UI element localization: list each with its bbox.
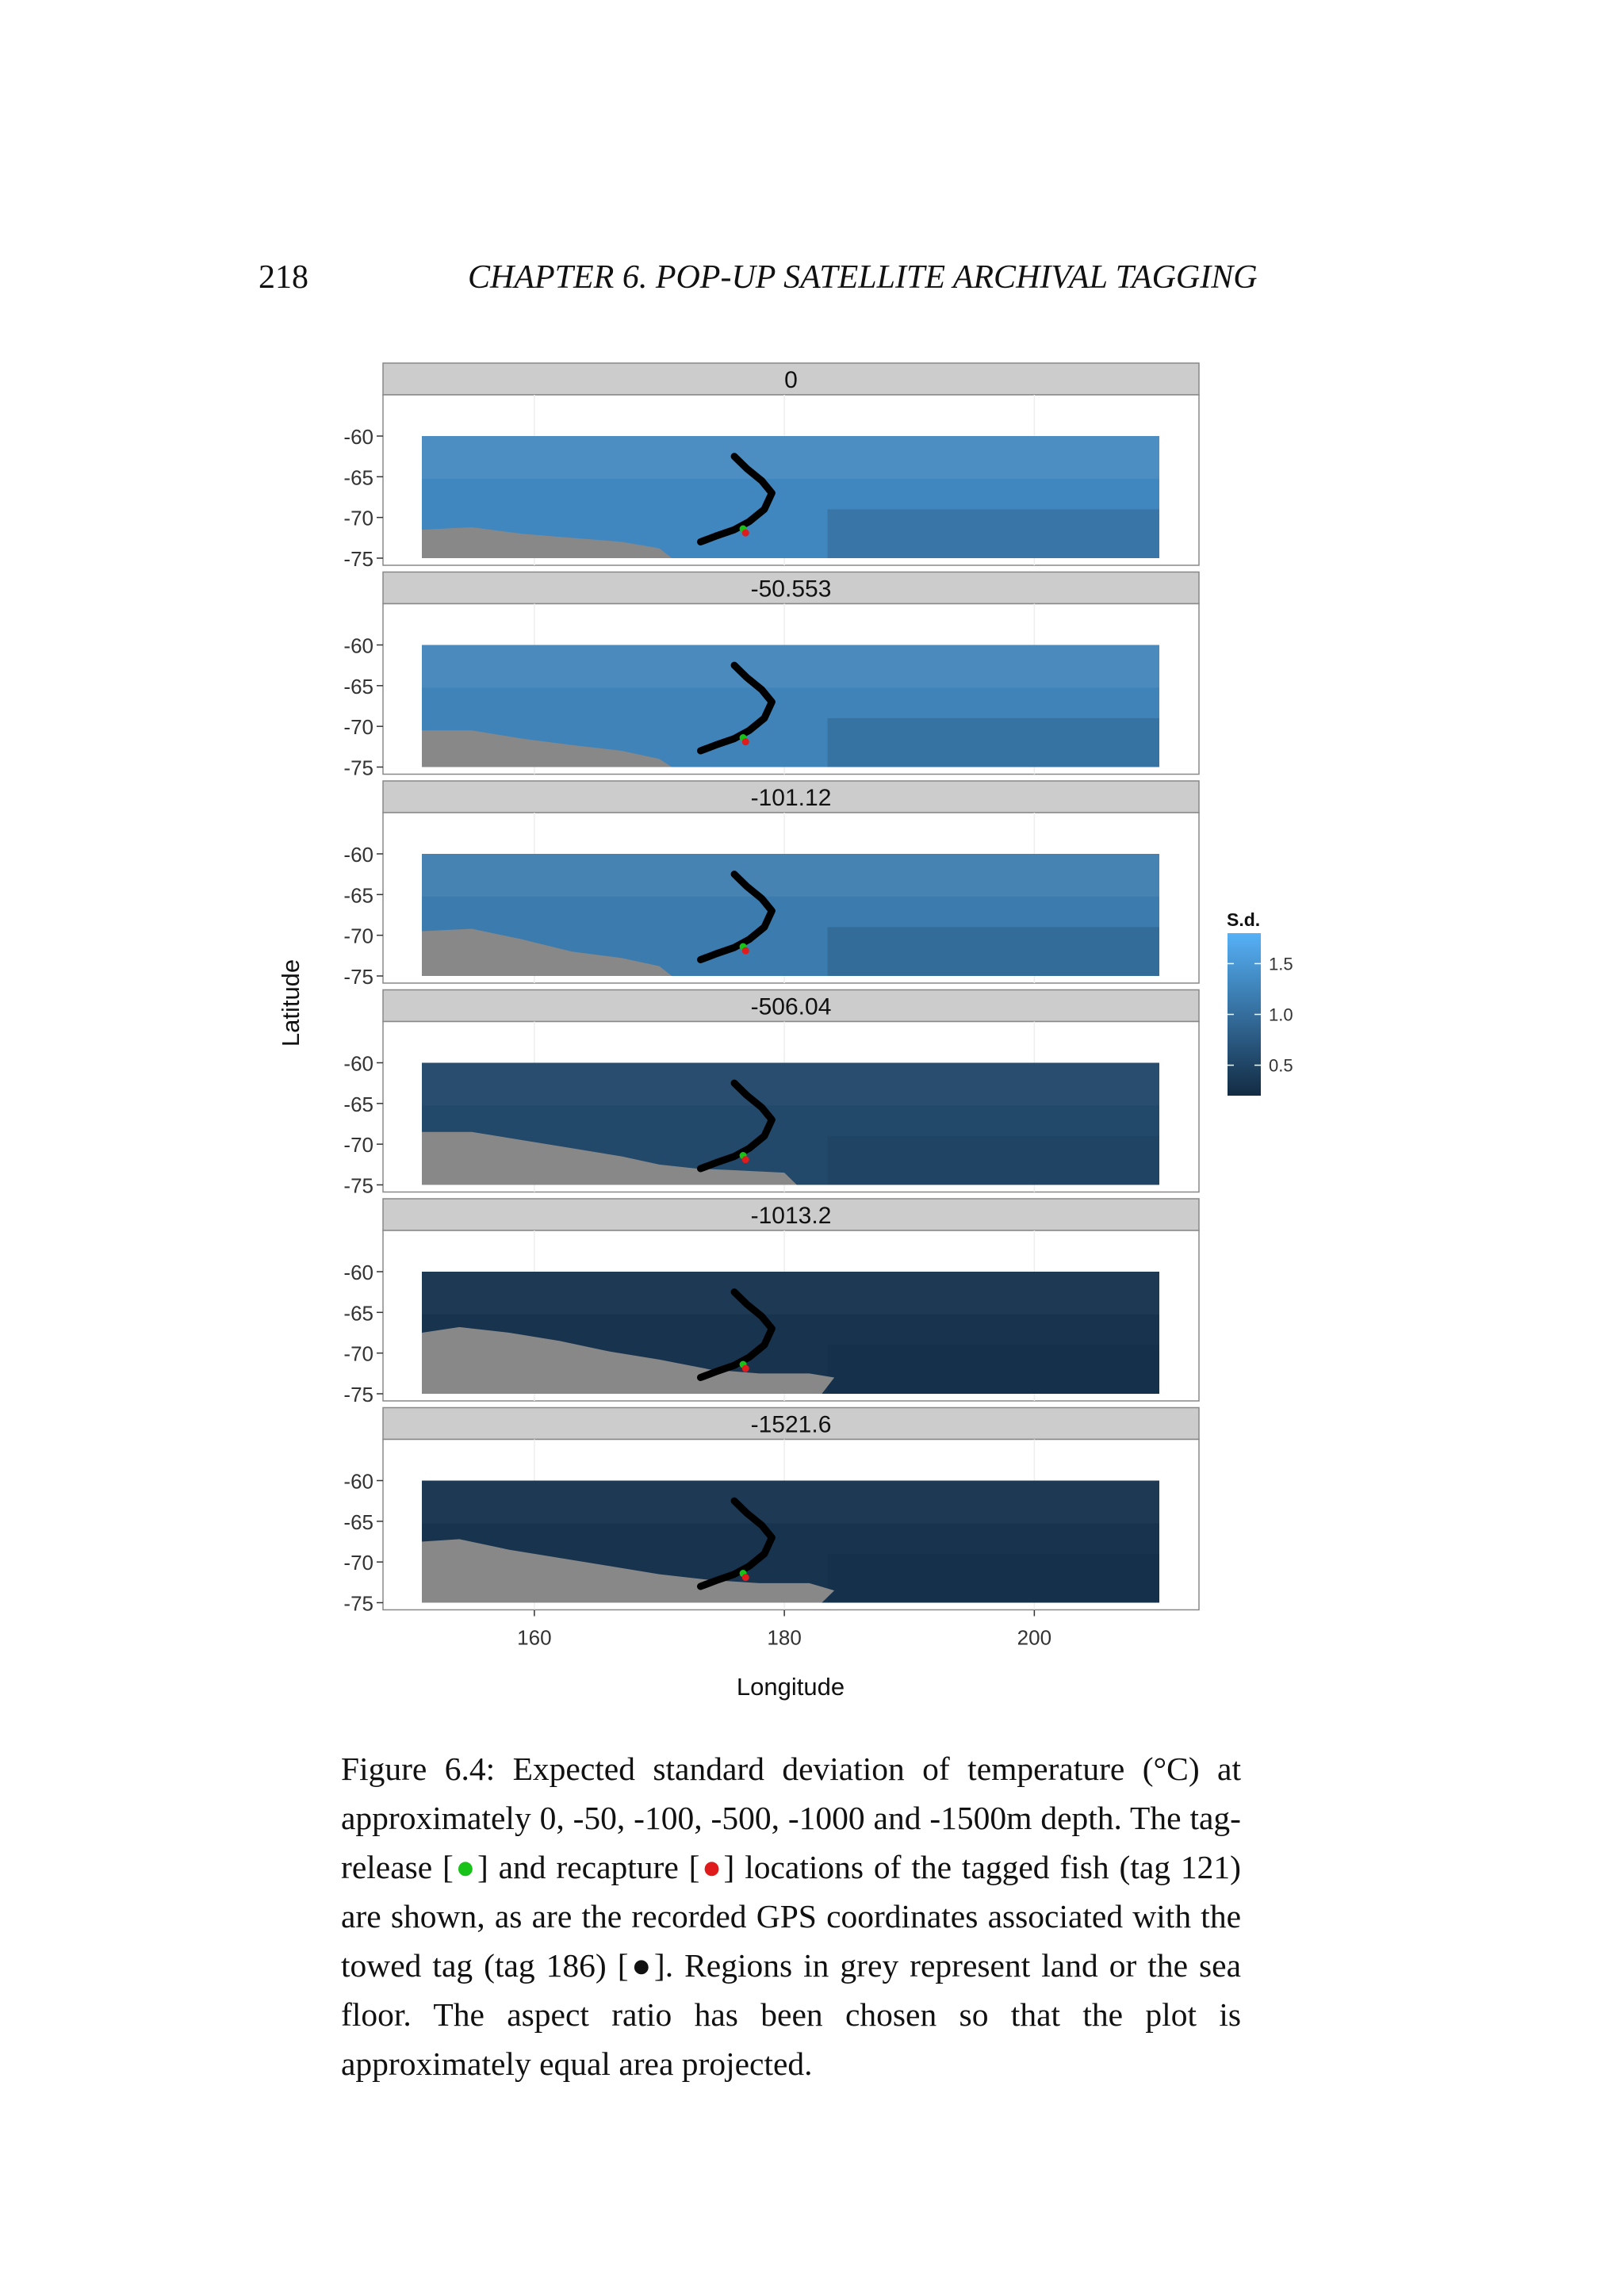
gps-track-tag-186	[697, 1079, 776, 1173]
figure-caption: Figure 6.4: Expected standard deviation …	[341, 1744, 1241, 2088]
y-tick-label: -60	[343, 1470, 373, 1494]
ocean-shading	[422, 1063, 1159, 1106]
land-region	[422, 1539, 835, 1603]
y-tick-label: -75	[343, 1383, 373, 1406]
facet-panel: -506.04 -60 -65 -70 -75	[343, 989, 1200, 1198]
facet-label: -1013.2	[751, 1203, 832, 1229]
faceted-heatmap-figure: 0-60-65-70-75-50.553-60-65-70-75-101.12-…	[277, 362, 1293, 1701]
y-tick-label: -65	[343, 1510, 373, 1534]
y-tick-label: -75	[343, 547, 373, 571]
y-tick-label: -70	[343, 1551, 373, 1575]
facet-label: -1521.6	[751, 1412, 832, 1438]
ocean-shading	[422, 1272, 1159, 1314]
facet-panel: -1013.2 -60 -65 -70 -75	[343, 1198, 1200, 1406]
gps-track-tag-186	[697, 1288, 776, 1381]
facet-label: -506.04	[751, 994, 832, 1020]
y-tick-label: -60	[343, 1261, 373, 1284]
y-tick-label: -65	[343, 1301, 373, 1325]
y-tick-label: -70	[343, 715, 373, 739]
ocean-shading	[827, 718, 1159, 767]
land-region	[422, 1131, 797, 1185]
y-tick-label: -75	[343, 1592, 373, 1616]
y-axis-label: Latitude	[277, 959, 304, 1047]
y-tick-label: -65	[343, 1093, 373, 1116]
caption-text-4: ]. Regions in grey represent land or the…	[341, 1947, 1241, 2082]
y-tick-label: -70	[343, 1342, 373, 1366]
caption-text-2: ] and recapture [	[477, 1849, 700, 1885]
recapture-point	[741, 1574, 749, 1582]
ocean-shading	[827, 1553, 1159, 1603]
facet-panel: 0 -60 -65 -70 -75	[343, 362, 1200, 571]
x-tick-label: 200	[1017, 1626, 1051, 1650]
recapture-point	[741, 1156, 749, 1164]
caption-text-1: Figure 6.4: Expected standard deviation …	[341, 1751, 1241, 1885]
facet-panel: -50.553 -60 -65 -70 -75	[343, 571, 1200, 780]
land-region	[422, 730, 672, 767]
x-tick-label: 180	[767, 1626, 801, 1650]
gps-track-tag-186	[697, 1497, 776, 1590]
y-tick-label: -60	[343, 1052, 373, 1076]
track-marker: ●	[628, 1947, 654, 1984]
land-region	[422, 1326, 835, 1394]
gps-track-tag-186	[697, 453, 776, 545]
page-number: 218	[259, 259, 308, 296]
y-tick-label: -65	[343, 883, 373, 907]
y-tick-label: -70	[343, 507, 373, 530]
release-marker: ●	[453, 1849, 477, 1885]
recapture-point	[741, 738, 749, 746]
ocean-shading	[827, 509, 1159, 558]
ocean-shading	[422, 645, 1159, 688]
color-legend: S.d. 1.5 1.0 0.5	[1227, 909, 1293, 1096]
recapture-marker: ●	[699, 1849, 724, 1885]
facet-panel: -1521.6 -60 -65 -70 -75	[343, 1406, 1200, 1616]
facet-strip	[382, 1198, 1200, 1231]
y-tick-label: -60	[343, 843, 373, 867]
y-tick-label: -65	[343, 465, 373, 489]
y-tick-label: -75	[343, 756, 373, 780]
legend-title: S.d.	[1227, 909, 1260, 930]
page-header: 218 CHAPTER 6. POP-UP SATELLITE ARCHIVAL…	[0, 258, 1624, 306]
ocean-shading	[827, 1135, 1159, 1185]
y-tick-label: -75	[343, 1174, 373, 1198]
caption-text-3: ] locations of the tagged fish (tag 121)…	[341, 1849, 1241, 1984]
running-title: CHAPTER 6. POP-UP SATELLITE ARCHIVAL TAG…	[468, 259, 1258, 296]
ocean-shading	[827, 1345, 1159, 1394]
land-region	[422, 928, 672, 976]
y-tick-label: -60	[343, 634, 373, 658]
legend-tick-label: 1.0	[1269, 1005, 1293, 1025]
facet-panel: -101.12 -60 -65 -70 -75	[343, 780, 1200, 989]
facet-label: -50.553	[751, 576, 832, 603]
ocean-shading	[422, 1481, 1159, 1524]
recapture-point	[741, 529, 749, 537]
facet-strip	[382, 571, 1200, 605]
x-axis-label: Longitude	[737, 1673, 845, 1701]
gps-track-tag-186	[697, 661, 776, 755]
y-tick-label: -70	[343, 924, 373, 948]
ocean-shading	[422, 854, 1159, 897]
y-tick-label: -75	[343, 965, 373, 989]
ocean-shading	[422, 436, 1159, 479]
y-tick-label: -60	[343, 425, 373, 449]
y-tick-label: -65	[343, 675, 373, 698]
facet-label: -101.12	[751, 785, 832, 811]
recapture-point	[741, 947, 749, 955]
facet-label: 0	[784, 367, 798, 393]
facet-strip	[382, 989, 1200, 1023]
legend-tick-label: 1.5	[1269, 954, 1293, 974]
legend-tick-label: 0.5	[1269, 1056, 1293, 1076]
land-region	[422, 526, 672, 558]
facet-strip	[382, 780, 1200, 813]
y-tick-label: -70	[343, 1133, 373, 1157]
recapture-point	[741, 1364, 749, 1372]
ocean-shading	[827, 927, 1159, 976]
gps-track-tag-186	[697, 871, 776, 963]
x-tick-label: 160	[517, 1626, 551, 1650]
